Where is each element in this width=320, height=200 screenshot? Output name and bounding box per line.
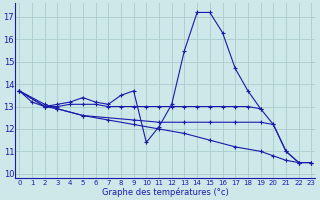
X-axis label: Graphe des températures (°c): Graphe des températures (°c): [102, 187, 229, 197]
